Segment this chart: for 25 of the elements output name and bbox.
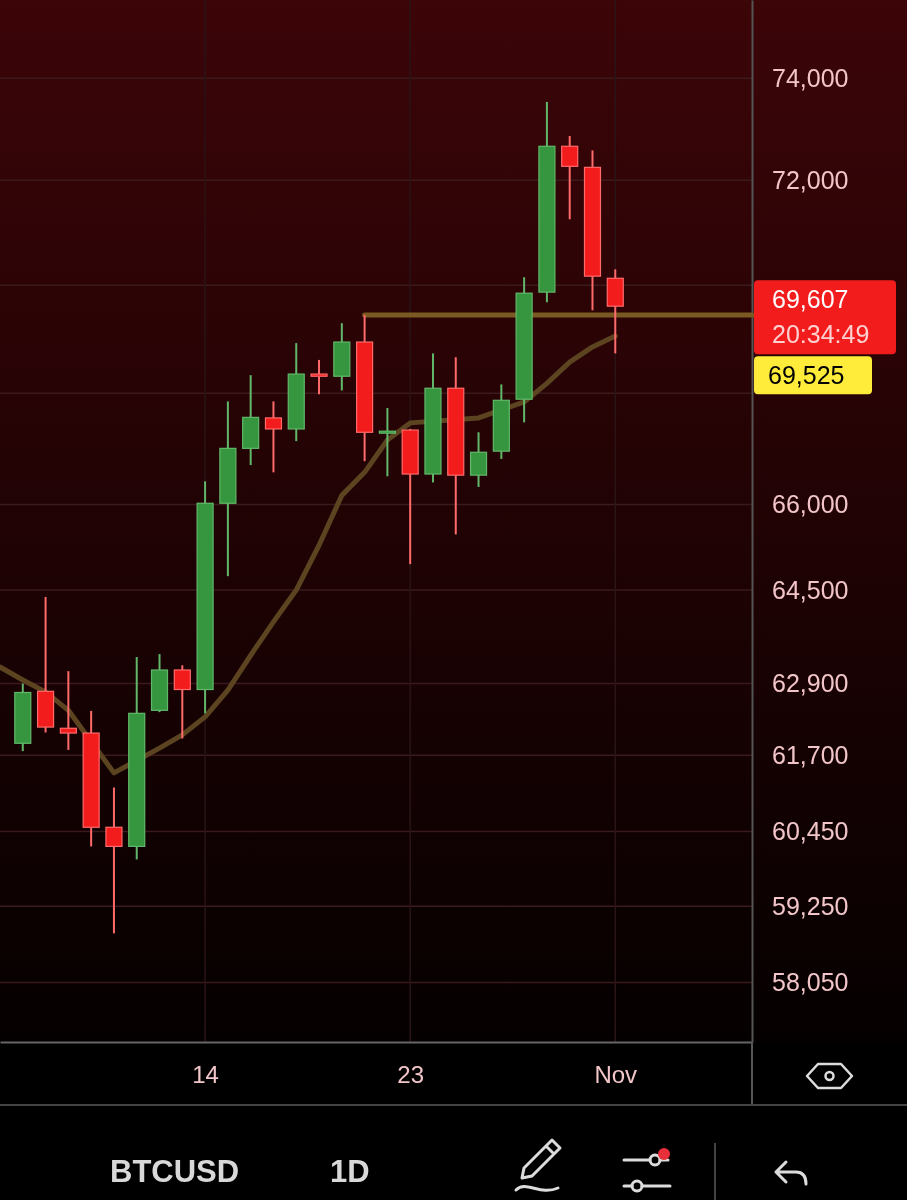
x-tick-label: Nov [594,1061,638,1089]
y-tick-label: 66,000 [772,489,849,518]
candlestick [105,786,123,935]
text: BTCUSD [110,1154,240,1189]
y-tick-label: 58,050 [772,967,849,996]
candlestick [310,358,328,396]
y-tick-label: 59,250 [772,891,849,920]
y-tick-label: 74,000 [772,63,849,92]
y-tick-label: 62,900 [772,669,849,698]
x-tick-label: 23 [397,1061,425,1089]
candlestick [469,431,488,488]
candlestick [173,664,191,740]
y-tick-label: 61,700 [772,740,849,769]
text: 1D [330,1154,370,1189]
y-tick-label: 64,500 [772,575,849,604]
y-tick-label: 60,450 [772,817,849,846]
candlestick [378,407,396,478]
y-tick-label: 72,000 [772,165,849,194]
candlestick [561,135,579,221]
text: 20:34:49 [772,320,870,349]
text: 69,525 [768,361,845,390]
candlestick [59,670,77,751]
text: 69,607 [772,285,849,314]
candlestick [264,400,283,474]
x-tick-label: 14 [192,1061,219,1089]
